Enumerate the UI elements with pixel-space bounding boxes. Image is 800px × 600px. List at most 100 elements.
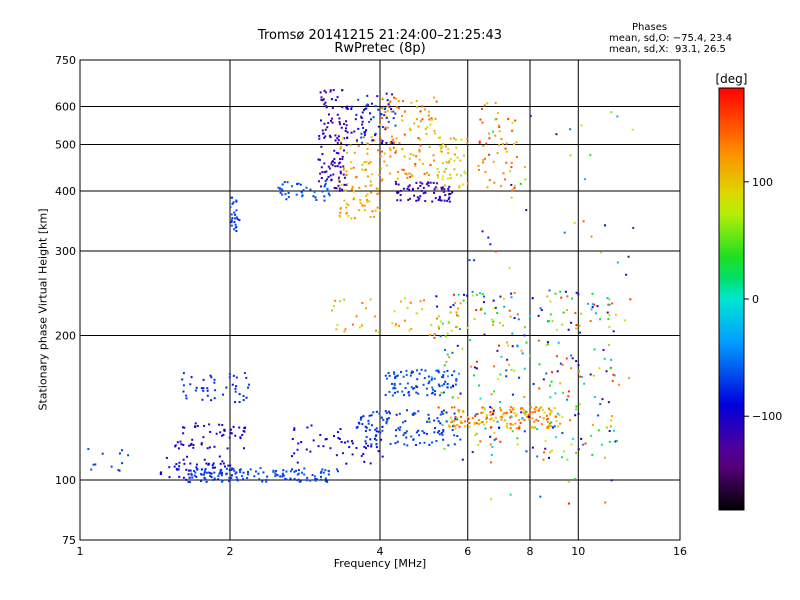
- echo-point: [415, 99, 418, 102]
- echo-point: [629, 298, 632, 301]
- echo-point: [420, 368, 423, 371]
- echo-point: [341, 155, 344, 158]
- echo-point: [450, 329, 453, 332]
- echo-point: [370, 445, 373, 448]
- echo-point: [491, 407, 494, 410]
- echo-point: [232, 201, 235, 204]
- echo-point: [384, 128, 387, 131]
- echo-point: [403, 432, 406, 435]
- echo-point: [448, 356, 451, 359]
- echo-point: [381, 455, 384, 458]
- echo-point: [358, 186, 361, 189]
- echo-point: [440, 199, 443, 202]
- echo-point: [540, 423, 543, 426]
- echo-point: [438, 136, 441, 139]
- echo-point: [355, 113, 358, 116]
- echo-point: [616, 115, 619, 118]
- echo-point: [369, 298, 372, 301]
- echo-point: [207, 471, 210, 474]
- echo-point: [497, 344, 500, 347]
- echo-point: [416, 196, 419, 199]
- echo-point: [555, 133, 558, 136]
- echo-point: [389, 442, 392, 445]
- echo-point: [575, 451, 578, 454]
- echo-point: [510, 292, 513, 295]
- echo-point: [438, 327, 441, 330]
- echo-point: [538, 363, 541, 366]
- echo-point: [366, 200, 369, 203]
- echo-point: [478, 140, 481, 143]
- echo-point: [531, 446, 534, 449]
- echo-point: [447, 322, 450, 325]
- echo-point: [230, 219, 233, 222]
- echo-point: [326, 178, 329, 181]
- echo-point: [350, 167, 353, 170]
- echo-point: [533, 420, 536, 423]
- echo-point: [610, 419, 613, 422]
- echo-point: [415, 385, 418, 388]
- echo-point: [486, 186, 489, 189]
- echo-point: [360, 116, 363, 119]
- echo-point: [381, 429, 384, 432]
- echo-point: [421, 118, 424, 121]
- echo-point: [327, 473, 330, 476]
- echo-point: [536, 455, 539, 458]
- echo-point: [203, 458, 206, 461]
- echo-point: [236, 479, 239, 482]
- echo-point: [257, 472, 260, 475]
- echo-point: [411, 413, 414, 416]
- echo-point: [355, 446, 358, 449]
- echo-point: [417, 137, 420, 140]
- echo-point: [471, 416, 474, 419]
- echo-point: [227, 464, 230, 467]
- echo-point: [182, 458, 185, 461]
- echo-point: [402, 394, 405, 397]
- echo-point: [182, 443, 185, 446]
- echo-point: [449, 416, 452, 419]
- echo-point: [525, 450, 528, 453]
- echo-point: [451, 384, 454, 387]
- echo-point: [616, 261, 619, 264]
- echo-point: [548, 384, 551, 387]
- echo-point: [343, 330, 346, 333]
- echo-point: [370, 173, 373, 176]
- echo-point: [525, 209, 528, 212]
- echo-point: [415, 199, 418, 202]
- echo-point: [580, 437, 583, 440]
- echo-point: [580, 124, 583, 127]
- echo-point: [310, 424, 313, 427]
- echo-point: [373, 139, 376, 142]
- echo-point: [265, 478, 268, 481]
- echo-point: [483, 104, 486, 107]
- echo-point: [443, 383, 446, 386]
- echo-point: [427, 184, 430, 187]
- echo-point: [401, 390, 404, 393]
- echo-point: [524, 178, 527, 181]
- echo-point: [449, 177, 452, 180]
- echo-point: [398, 324, 401, 327]
- echo-point: [329, 90, 332, 93]
- echo-point: [325, 170, 328, 173]
- echo-point: [361, 141, 364, 144]
- echo-point: [321, 129, 324, 132]
- echo-point: [361, 163, 364, 166]
- echo-point: [274, 470, 277, 473]
- echo-point: [424, 369, 427, 372]
- echo-point: [466, 326, 469, 329]
- echo-point: [379, 155, 382, 158]
- echo-point: [447, 152, 450, 155]
- echo-point: [218, 455, 221, 458]
- echo-point: [558, 414, 561, 417]
- echo-point: [419, 120, 422, 123]
- echo-point: [490, 453, 493, 456]
- echo-point: [226, 447, 229, 450]
- echo-point: [205, 471, 208, 474]
- echo-point: [381, 126, 384, 129]
- echo-point: [547, 421, 550, 424]
- echo-point: [493, 431, 496, 434]
- echo-point: [195, 463, 198, 466]
- echo-point: [612, 429, 615, 432]
- echo-point: [272, 470, 275, 473]
- echo-point: [387, 103, 390, 106]
- echo-point: [419, 110, 422, 113]
